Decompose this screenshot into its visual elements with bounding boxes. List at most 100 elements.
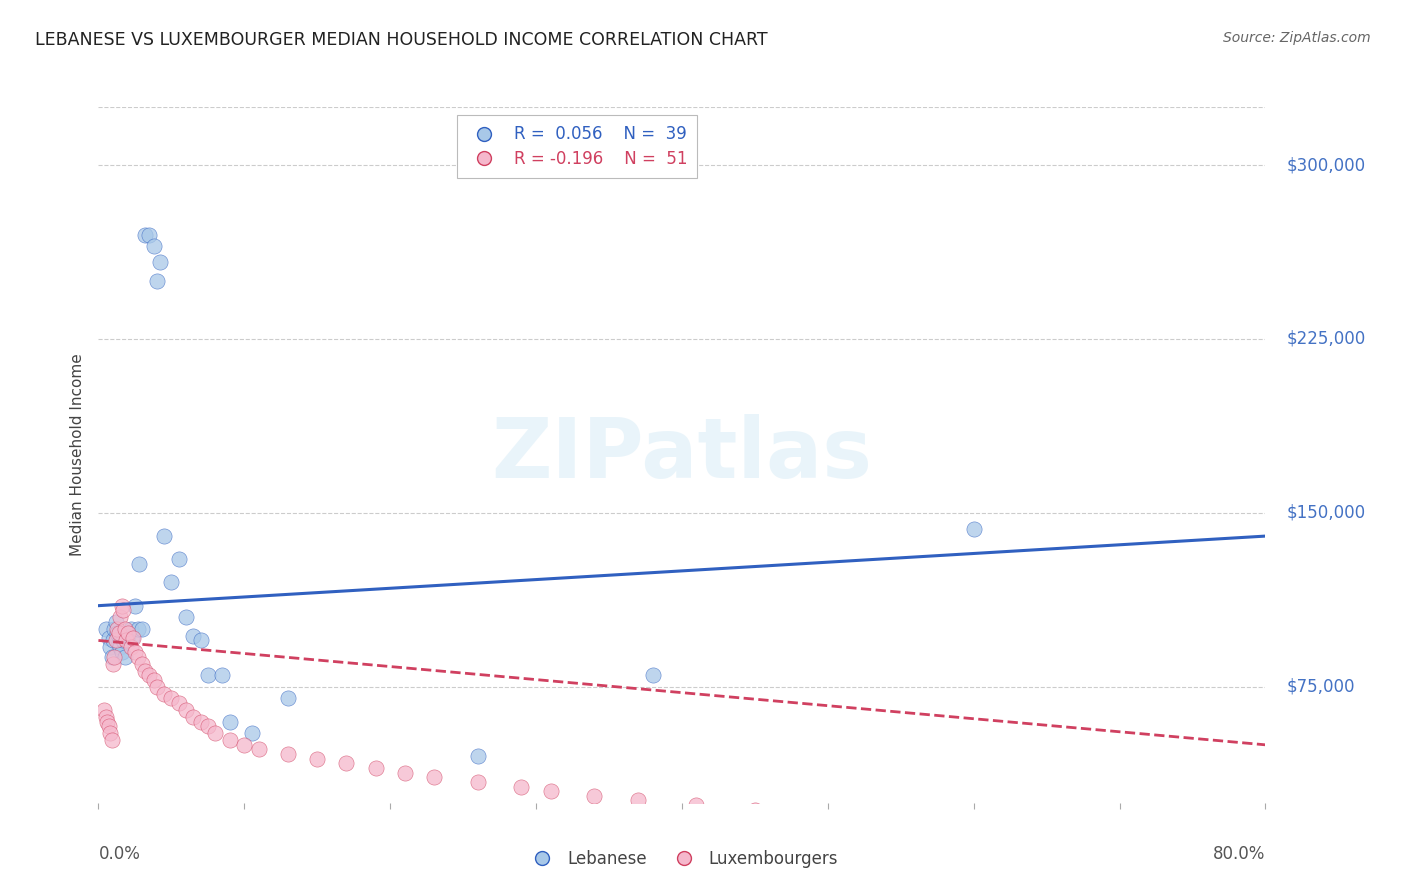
Point	[467, 775, 489, 789]
Point	[181, 710, 204, 724]
Point	[101, 633, 124, 648]
Point	[190, 714, 212, 729]
Point	[112, 633, 135, 648]
Point	[98, 640, 121, 655]
Point	[540, 784, 562, 798]
Point	[801, 807, 824, 822]
Point	[114, 649, 136, 664]
Point	[112, 603, 135, 617]
Point	[127, 649, 149, 664]
Text: $75,000: $75,000	[1286, 678, 1355, 696]
Point	[146, 680, 169, 694]
Point	[134, 664, 156, 678]
Point	[149, 255, 172, 269]
Point	[117, 626, 139, 640]
Point	[115, 633, 138, 648]
Point	[108, 626, 131, 640]
Point	[160, 575, 183, 590]
Text: LEBANESE VS LUXEMBOURGER MEDIAN HOUSEHOLD INCOME CORRELATION CHART: LEBANESE VS LUXEMBOURGER MEDIAN HOUSEHOL…	[35, 31, 768, 49]
Point	[218, 733, 240, 747]
Point	[104, 615, 127, 629]
Point	[197, 719, 219, 733]
Point	[104, 633, 127, 648]
Point	[142, 673, 165, 687]
Point	[128, 557, 150, 571]
Point	[160, 691, 183, 706]
Point	[105, 626, 128, 640]
Point	[122, 631, 145, 645]
Point	[111, 645, 134, 659]
Point	[190, 633, 212, 648]
Point	[167, 696, 190, 710]
Point	[96, 714, 118, 729]
Point	[197, 668, 219, 682]
Point	[627, 793, 650, 807]
Point	[103, 622, 125, 636]
Point	[98, 726, 121, 740]
Point	[97, 631, 120, 645]
Point	[153, 529, 176, 543]
Point	[423, 770, 446, 784]
Point	[110, 610, 132, 624]
Point	[131, 657, 153, 671]
Point	[394, 765, 416, 780]
Point	[364, 761, 387, 775]
Point	[247, 742, 270, 756]
Point	[744, 803, 766, 817]
Point	[510, 780, 533, 794]
Point	[233, 738, 256, 752]
Point	[120, 622, 142, 636]
Point	[94, 710, 117, 724]
Point	[307, 752, 329, 766]
Point	[124, 645, 146, 659]
Point	[153, 687, 176, 701]
Text: $300,000: $300,000	[1286, 156, 1365, 174]
Point	[467, 749, 489, 764]
Point	[93, 703, 115, 717]
Point	[134, 227, 156, 242]
Point	[204, 726, 226, 740]
Point	[108, 636, 131, 650]
Point	[101, 657, 124, 671]
Point	[100, 649, 122, 664]
Point	[181, 629, 204, 643]
Point	[583, 789, 606, 803]
Text: 0.0%: 0.0%	[98, 845, 141, 863]
Point	[103, 649, 125, 664]
Text: $150,000: $150,000	[1286, 504, 1365, 522]
Point	[174, 610, 197, 624]
Text: ZIPatlas: ZIPatlas	[492, 415, 872, 495]
Point	[962, 522, 984, 536]
Point	[641, 668, 664, 682]
Point	[138, 227, 160, 242]
Point	[167, 552, 190, 566]
Point	[142, 239, 165, 253]
Point	[120, 640, 142, 655]
Point	[94, 622, 117, 636]
Point	[121, 631, 143, 645]
Text: Source: ZipAtlas.com: Source: ZipAtlas.com	[1223, 31, 1371, 45]
Point	[146, 274, 169, 288]
Point	[124, 599, 146, 613]
Point	[277, 691, 299, 706]
Text: 80.0%: 80.0%	[1213, 845, 1265, 863]
Point	[138, 668, 160, 682]
Point	[110, 640, 132, 655]
Point	[114, 622, 136, 636]
Point	[117, 629, 139, 643]
Point	[685, 798, 707, 813]
Point	[335, 756, 357, 771]
Text: $225,000: $225,000	[1286, 330, 1365, 348]
Point	[131, 622, 153, 636]
Point	[127, 622, 149, 636]
Point	[100, 733, 122, 747]
Point	[277, 747, 299, 761]
Point	[211, 668, 233, 682]
Legend: Lebanese, Luxembourgers: Lebanese, Luxembourgers	[519, 843, 845, 874]
Point	[97, 719, 120, 733]
Y-axis label: Median Household Income: Median Household Income	[70, 353, 86, 557]
Point	[111, 599, 134, 613]
Point	[240, 726, 263, 740]
Point	[105, 622, 128, 636]
Point	[174, 703, 197, 717]
